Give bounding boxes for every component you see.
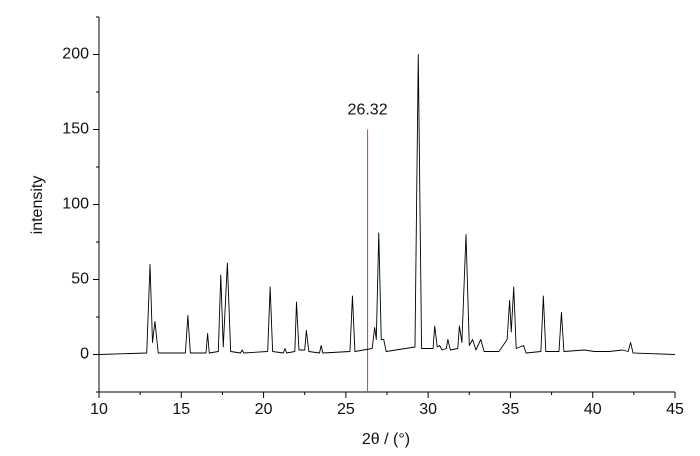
x-axis-label: 2θ / (°) bbox=[362, 431, 410, 448]
data-line bbox=[98, 54, 676, 355]
x-tick-label: 15 bbox=[172, 401, 190, 418]
y-tick-label: 150 bbox=[62, 121, 89, 138]
x-tick-label: 40 bbox=[584, 401, 602, 418]
x-tick-label: 20 bbox=[255, 401, 273, 418]
y-tick-label: 200 bbox=[62, 46, 89, 63]
y-tick-label: 50 bbox=[71, 271, 89, 288]
x-tick-label: 45 bbox=[666, 401, 684, 418]
x-tick-label: 10 bbox=[90, 401, 108, 418]
x-tick-label: 25 bbox=[337, 401, 355, 418]
y-tick-label: 0 bbox=[80, 346, 89, 363]
y-axis-label: intensity bbox=[29, 176, 46, 235]
marker-label: 26.32 bbox=[348, 102, 388, 119]
x-tick-label: 30 bbox=[419, 401, 437, 418]
x-tick-label: 35 bbox=[502, 401, 520, 418]
y-tick-label: 100 bbox=[62, 196, 89, 213]
